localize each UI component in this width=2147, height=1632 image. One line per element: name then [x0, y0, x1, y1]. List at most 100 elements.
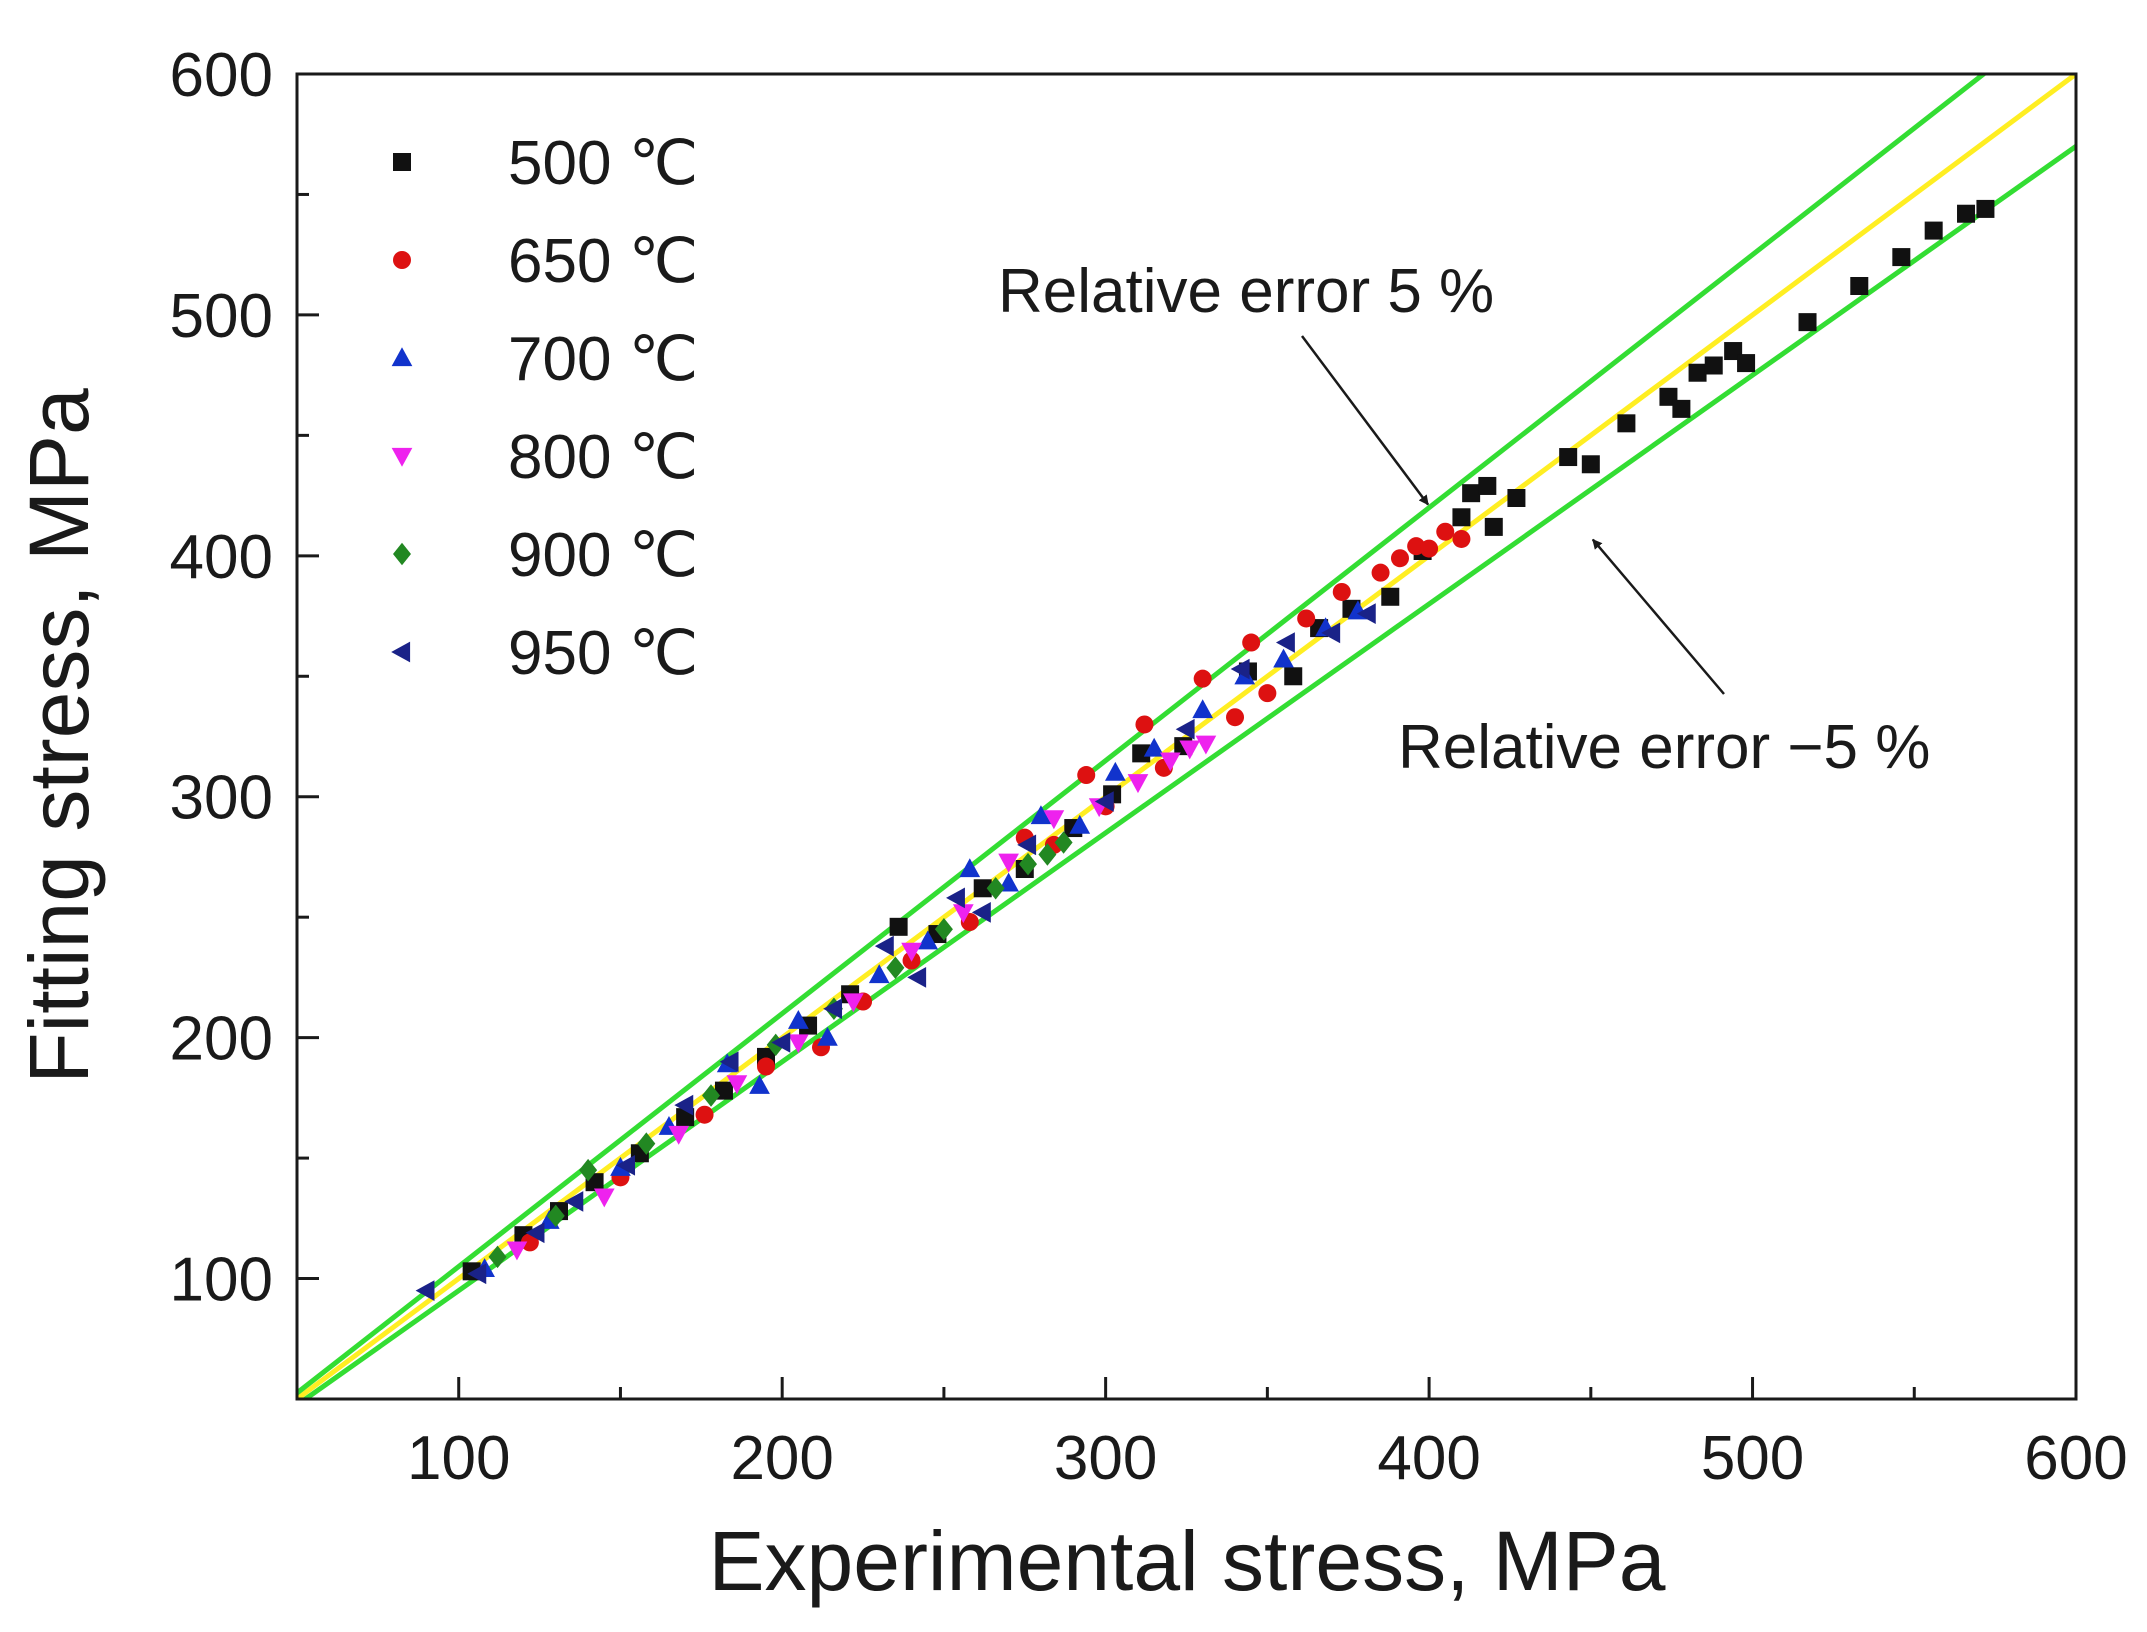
data-point	[1507, 489, 1526, 507]
data-point	[1275, 632, 1295, 653]
data-point	[817, 1026, 838, 1046]
legend-marker	[393, 251, 411, 269]
x-tick-label: 300	[1054, 1424, 1157, 1493]
data-point	[1297, 609, 1316, 628]
legend-label: 900 ℃	[508, 521, 698, 590]
x-tick-label: 100	[407, 1424, 510, 1493]
data-point	[1038, 843, 1057, 866]
data-point	[1195, 735, 1217, 755]
data-point	[1737, 354, 1756, 373]
legend-label: 700 ℃	[508, 325, 698, 394]
data-point	[593, 1188, 615, 1208]
data-point	[1192, 699, 1214, 719]
y-axis-title: Fitting stress, MPa	[12, 388, 106, 1084]
data-point	[973, 879, 992, 898]
data-point	[946, 887, 965, 909]
legend-label: 950 ℃	[508, 619, 698, 688]
data-point	[695, 1105, 714, 1124]
data-point	[1478, 476, 1497, 495]
x-tick-label: 500	[1701, 1424, 1804, 1493]
data-point	[719, 1051, 739, 1073]
data-point	[907, 967, 927, 988]
data-point	[415, 1280, 435, 1301]
data-point	[668, 1125, 690, 1145]
legend-marker	[393, 542, 411, 566]
data-point	[934, 917, 953, 941]
y-tick-label: 600	[170, 41, 273, 110]
data-point	[1390, 549, 1409, 568]
data-point	[1484, 517, 1503, 536]
data-point	[1452, 508, 1471, 527]
data-point	[616, 1154, 636, 1176]
data-point	[1193, 669, 1212, 688]
data-point	[1356, 603, 1376, 624]
data-point	[971, 902, 991, 923]
data-point	[1371, 563, 1390, 582]
series-5	[415, 603, 1376, 1301]
data-point	[1704, 356, 1723, 375]
y-axis: 100 200 300 400 500 600	[170, 41, 319, 1401]
plot-frame	[295, 72, 2078, 1401]
data-point	[1175, 718, 1195, 740]
reference-line-plus-5	[297, 74, 1988, 1395]
data-point	[823, 998, 843, 1020]
legend-item: 950 ℃	[391, 619, 698, 688]
data-point	[1892, 248, 1911, 267]
y-tick-label: 400	[170, 523, 273, 592]
y-tick-label: 200	[170, 1005, 273, 1074]
data-point	[1436, 522, 1455, 541]
data-point	[1581, 455, 1600, 474]
legend: 500 ℃ 650 ℃ 700 ℃ 800 ℃ 900 ℃ 950 ℃	[391, 129, 698, 688]
data-point	[986, 877, 1005, 900]
data-points	[415, 199, 1995, 1301]
data-point	[1043, 810, 1065, 830]
legend-marker	[391, 347, 413, 367]
data-point	[1094, 791, 1114, 812]
data-point	[749, 1075, 770, 1094]
data-point	[771, 1032, 791, 1053]
annotations: Relative error 5 % Relative error −5 %	[998, 257, 1930, 782]
legend-item: 500 ℃	[393, 129, 698, 198]
series-4	[488, 831, 1073, 1269]
data-point	[1976, 199, 1995, 218]
data-point	[1381, 587, 1400, 606]
data-point	[1850, 277, 1869, 295]
data-point	[1452, 529, 1471, 548]
x-axis: 100 200 300 400 500 600	[295, 1377, 2128, 1493]
data-point	[520, 1233, 539, 1252]
data-point	[998, 853, 1019, 873]
legend-label: 500 ℃	[508, 129, 698, 198]
data-point	[874, 935, 894, 957]
data-point	[1462, 484, 1481, 503]
annotation-minus-5: Relative error −5 %	[1398, 713, 1930, 782]
x-axis-title: Experimental stress, MPa	[709, 1514, 1666, 1608]
annotation-arrow-plus-5	[1300, 335, 1430, 506]
legend-item: 650 ℃	[393, 227, 698, 296]
reference-line-minus-5	[301, 144, 2076, 1399]
data-point	[959, 858, 981, 878]
annotation-arrow-minus-5	[1591, 538, 1725, 695]
data-point	[1077, 766, 1096, 785]
data-point	[1132, 744, 1151, 763]
data-point	[1054, 831, 1073, 854]
data-point	[467, 1263, 487, 1285]
legend-item: 800 ℃	[391, 423, 698, 492]
data-point	[889, 917, 908, 936]
data-point	[901, 942, 922, 962]
data-point	[637, 1132, 656, 1155]
data-point	[1617, 414, 1636, 433]
data-point	[726, 1075, 748, 1095]
legend-marker	[391, 641, 411, 663]
data-point	[1135, 715, 1154, 734]
data-point	[1230, 658, 1250, 680]
annotation-plus-5: Relative error 5 %	[998, 257, 1494, 326]
data-point	[1030, 805, 1052, 825]
data-point	[488, 1245, 507, 1269]
data-point	[757, 1057, 776, 1076]
data-point	[702, 1084, 721, 1107]
data-point	[1179, 740, 1201, 760]
data-point	[1019, 852, 1038, 876]
x-tick-label: 200	[730, 1424, 833, 1493]
y-tick-label: 100	[170, 1246, 273, 1315]
data-point	[525, 1222, 545, 1244]
